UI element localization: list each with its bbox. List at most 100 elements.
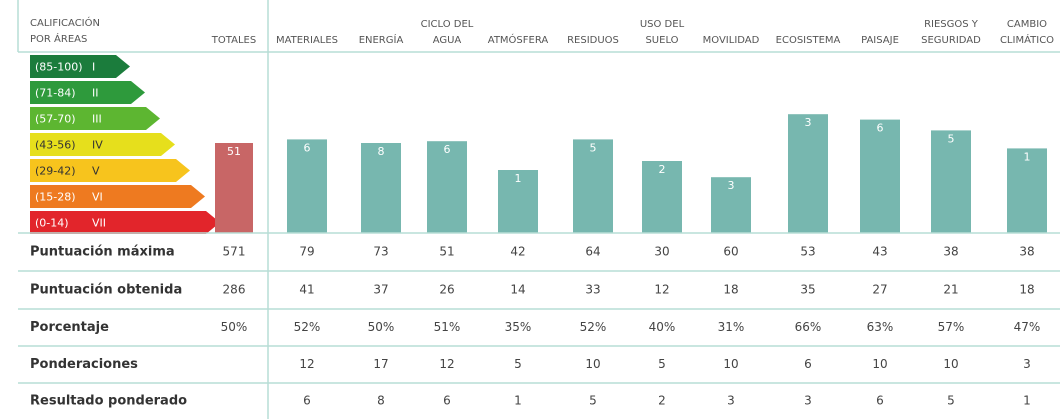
row-label: Puntuación máxima: [30, 245, 175, 260]
column-header: CAMBIO: [1007, 19, 1047, 30]
cell: 12: [439, 357, 454, 371]
cell: 51: [439, 245, 454, 259]
cell: 12: [654, 283, 669, 297]
bar-label: 2: [659, 163, 666, 176]
bar-label: 5: [948, 132, 955, 145]
cell: 64: [585, 245, 600, 259]
cell: 79: [299, 245, 314, 259]
scale-grade: I: [92, 61, 95, 74]
bar-label: 51: [227, 145, 241, 158]
bar-label: 6: [877, 122, 884, 135]
bar-label: 1: [1024, 150, 1031, 163]
scale-range: (43-56): [35, 139, 76, 152]
cell: 10: [723, 357, 738, 371]
cell: 63%: [867, 320, 894, 334]
bar: [860, 119, 900, 233]
cell: 47%: [1014, 320, 1041, 334]
scale-range: (85-100): [35, 61, 83, 74]
scale-arrow: [30, 55, 130, 78]
cell: 6: [443, 394, 451, 408]
column-header: CICLO DEL: [421, 19, 474, 30]
scale-arrow: [30, 185, 205, 208]
cell: 66%: [795, 320, 822, 334]
scale-grade: II: [92, 87, 99, 100]
cell: 10: [872, 357, 887, 371]
cell: 8: [377, 394, 385, 408]
column-header: TOTALES: [211, 35, 256, 46]
cell: 42: [510, 245, 525, 259]
cell: 6: [876, 394, 884, 408]
column-header: PAISAJE: [861, 35, 899, 46]
column-header: MOVILIDAD: [703, 35, 760, 46]
cell: 12: [299, 357, 314, 371]
cell: 18: [1019, 283, 1034, 297]
cell: 1: [514, 394, 522, 408]
cell: 286: [223, 283, 246, 297]
cell: 1: [1023, 394, 1031, 408]
bar-label: 3: [728, 179, 735, 192]
bar: [931, 130, 971, 233]
cell: 35%: [505, 320, 532, 334]
cell: 6: [303, 394, 311, 408]
cell: 5: [589, 394, 597, 408]
column-header: ENERGÍA: [359, 33, 404, 46]
cell: 10: [943, 357, 958, 371]
column-header: CLIMÁTICO: [1000, 33, 1054, 46]
cell: 40%: [649, 320, 676, 334]
column-header: SEGURIDAD: [921, 35, 981, 46]
bar-label: 6: [304, 141, 311, 154]
scale-grade: VII: [92, 217, 106, 230]
bar: [215, 143, 253, 233]
scale-grade: III: [92, 113, 102, 126]
cell: 52%: [580, 320, 607, 334]
column-header: ATMÓSFERA: [488, 33, 549, 46]
scale-arrow: [30, 211, 220, 234]
corner-label: POR ÁREAS: [30, 32, 87, 45]
scale-grade: V: [92, 165, 100, 178]
column-header: MATERIALES: [276, 35, 338, 46]
scale-arrow: [30, 159, 190, 182]
row-label: Resultado ponderado: [30, 394, 187, 409]
cell: 31%: [718, 320, 745, 334]
cell: 17: [373, 357, 388, 371]
corner-label: CALIFICACIÓN: [30, 16, 100, 29]
cell: 21: [943, 283, 958, 297]
bar: [573, 139, 613, 233]
cell: 52%: [294, 320, 321, 334]
scale-range: (0-14): [35, 217, 69, 230]
cell: 10: [585, 357, 600, 371]
bar-label: 1: [515, 172, 522, 185]
scale-range: (29-42): [35, 165, 76, 178]
cell: 30: [654, 245, 669, 259]
cell: 50%: [221, 320, 248, 334]
row-label: Porcentaje: [30, 320, 109, 335]
cell: 73: [373, 245, 388, 259]
scale-grade: VI: [92, 191, 103, 204]
cell: 6: [804, 357, 812, 371]
scale-arrow: [30, 81, 145, 104]
scale-range: (15-28): [35, 191, 76, 204]
column-header: SUELO: [645, 35, 678, 46]
cell: 14: [510, 283, 525, 297]
bar: [1007, 148, 1047, 233]
cell: 27: [872, 283, 887, 297]
column-header: ECOSISTEMA: [776, 35, 841, 46]
scale-range: (71-84): [35, 87, 76, 100]
scale-arrow: [30, 107, 160, 130]
cell: 50%: [368, 320, 395, 334]
cell: 26: [439, 283, 454, 297]
column-header: USO DEL: [640, 19, 685, 30]
bar: [788, 114, 828, 233]
cell: 51%: [434, 320, 461, 334]
cell: 38: [1019, 245, 1034, 259]
cell: 37: [373, 283, 388, 297]
cell: 57%: [938, 320, 965, 334]
bar: [427, 141, 467, 233]
cell: 60: [723, 245, 738, 259]
cell: 2: [658, 394, 666, 408]
scale-range: (57-70): [35, 113, 76, 126]
bar-label: 3: [805, 116, 812, 129]
bar: [642, 161, 682, 233]
cell: 5: [947, 394, 955, 408]
